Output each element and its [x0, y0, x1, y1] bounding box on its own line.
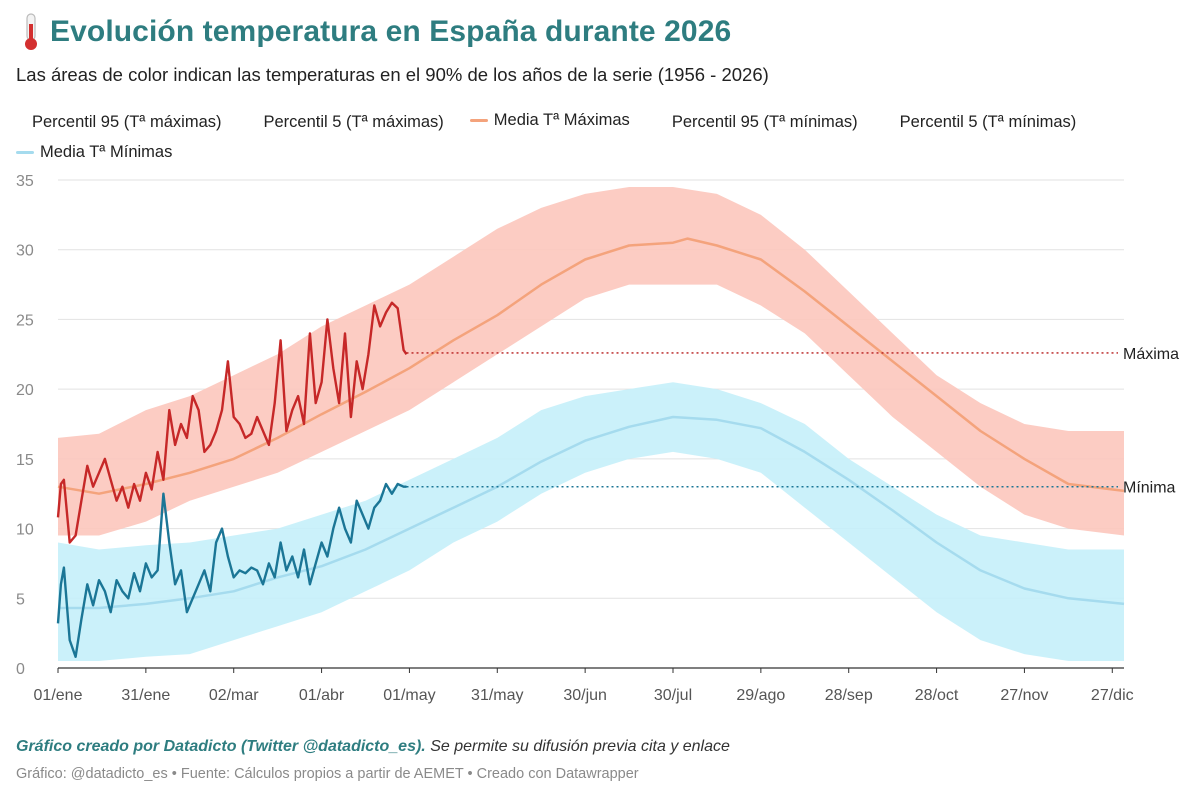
x-tick-label: 27/nov: [1000, 687, 1048, 704]
legend-swatch: [16, 150, 34, 154]
x-tick-label: 01/abr: [299, 687, 345, 704]
min-mean-line: [58, 415, 1125, 610]
source-line: Gráfico: @datadicto_es • Fuente: Cálculo…: [16, 766, 639, 782]
y-tick-label: 30: [16, 243, 34, 260]
x-tick-label: 01/ene: [34, 687, 83, 704]
chart-title: Evolución temperatura en España durante …: [50, 15, 732, 48]
legend-item: Media Tª Máximas: [469, 107, 630, 134]
y-tick-label: 0: [16, 661, 25, 678]
x-tick-label: 28/oct: [915, 687, 959, 704]
legend-item: Percentil 95 (Tª mínimas): [656, 109, 858, 136]
legend-label: Percentil 5 (Tª mínimas): [899, 112, 1077, 131]
y-tick-label: 25: [16, 312, 34, 329]
x-axis-ticks: 01/ene 31/ene 02/mar 01/abr 01/may 31/may 30/j…: [34, 668, 1134, 704]
credit-line: Gráfico creado por Datadicto (Twitter @d…: [16, 738, 730, 756]
legend-label: Percentil 5 (Tª máximas): [263, 112, 444, 131]
annotations: Máxima Mínima: [406, 346, 1179, 497]
max-temperature-band: [58, 187, 1124, 536]
temperature-bands: [58, 187, 1124, 661]
min-2026-line: [56, 482, 407, 658]
legend-label: Percentil 95 (Tª máximas): [32, 112, 222, 131]
y-tick-label: 10: [16, 522, 34, 539]
chart-area: 0 5 10 15 20 25 30 35 Máxima Mínima 01/ene 31/ene…: [16, 173, 1179, 704]
legend-item: Percentil 5 (Tª mínimas): [884, 109, 1077, 136]
y-tick-label: 15: [16, 452, 34, 469]
max-mean-line: [57, 237, 1125, 495]
x-tick-label: 27/dic: [1091, 687, 1134, 704]
x-tick-label: 02/mar: [209, 687, 259, 704]
mean-lines: [57, 237, 1125, 610]
current-year-lines: [56, 301, 408, 658]
y-tick-label: 35: [16, 173, 34, 190]
thermometer-icon: [25, 13, 37, 50]
legend-label: Media Tª Mínimas: [40, 142, 173, 161]
legend-item: Percentil 5 (Tª máximas): [247, 109, 443, 136]
min-temperature-band: [58, 382, 1124, 661]
legend-item: Percentil 95 (Tª máximas): [16, 109, 221, 136]
credit-rest: Se permite su difusión previa cita y enl…: [425, 738, 730, 755]
annotation-label: Máxima: [1123, 346, 1179, 363]
annotation-label: Mínima: [1123, 480, 1176, 497]
legend-item: Media Tª Mínimas: [16, 139, 172, 166]
legend-label: Media Tª Máximas: [493, 111, 630, 129]
y-axis-ticks: 0 5 10 15 20 25 30 35: [16, 173, 34, 678]
title-row: Evolución temperatura en España durante …: [18, 12, 731, 52]
legend-label: Percentil 95 (Tª mínimas): [671, 112, 858, 131]
x-tick-label: 30/jul: [654, 687, 692, 704]
legend: Percentil 95 (Tª máximas) Percentil 5 (Tª…: [16, 104, 1106, 166]
x-tick-label: 28/sep: [825, 687, 873, 704]
legend-swatch: [469, 119, 488, 122]
chart-subtitle: Las áreas de color indican las temperatu…: [16, 64, 769, 85]
credit-bold: Gráfico creado por Datadicto (Twitter @d…: [16, 738, 426, 755]
x-tick-label: 31/may: [471, 687, 523, 704]
x-tick-label: 30/jun: [563, 687, 607, 704]
max-2026-line: [56, 301, 408, 544]
x-tick-label: 31/ene: [121, 687, 170, 704]
y-tick-label: 20: [16, 382, 34, 399]
x-tick-label: 29/ago: [736, 687, 785, 704]
x-tick-label: 01/may: [383, 687, 435, 704]
y-tick-label: 5: [16, 591, 25, 608]
